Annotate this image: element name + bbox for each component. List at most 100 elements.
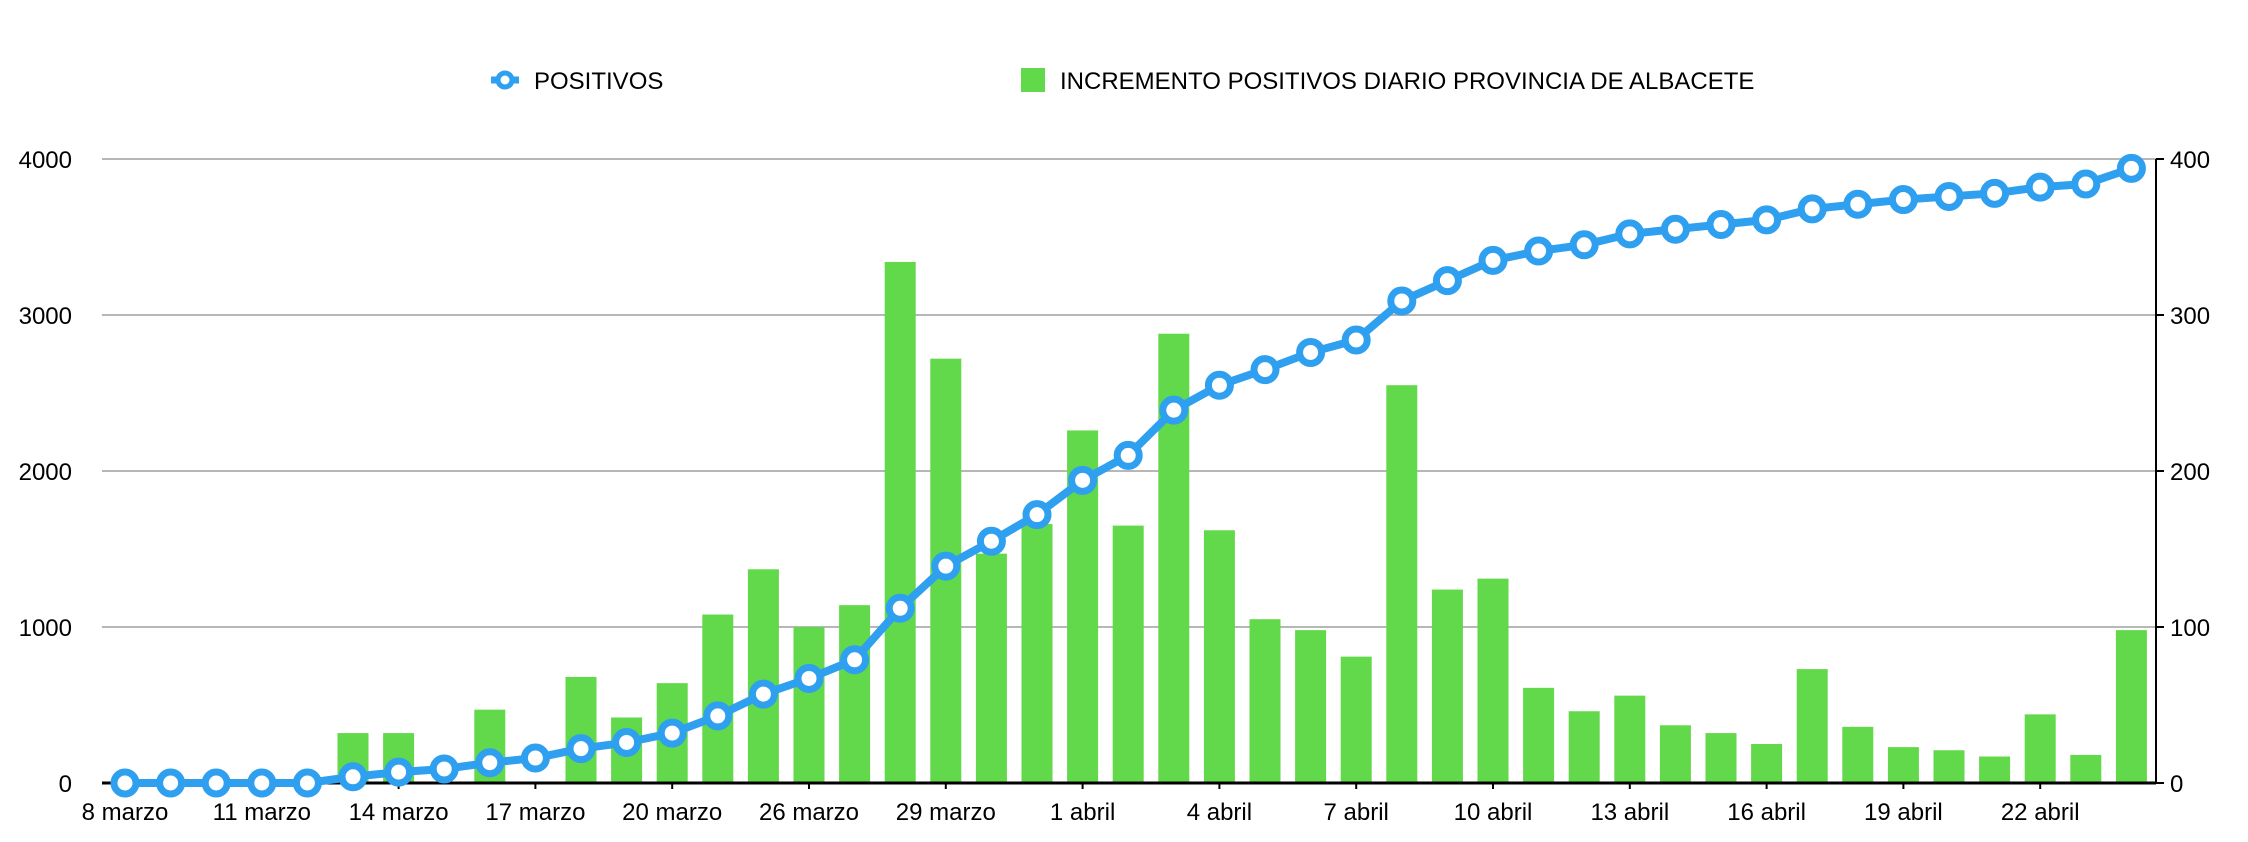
- line-point: [976, 526, 1006, 556]
- bar: [1842, 726, 1874, 783]
- bar: [1933, 750, 1965, 783]
- line-point: [384, 757, 414, 787]
- bar: [1431, 589, 1463, 783]
- bar: [1295, 630, 1327, 783]
- line-point: [657, 718, 687, 748]
- line-point: [840, 645, 870, 675]
- bar: [839, 605, 871, 783]
- y-right-tick-label: 200: [2170, 459, 2210, 486]
- line-point: [1204, 370, 1234, 400]
- bar: [565, 676, 597, 783]
- line-point: [1250, 355, 1280, 385]
- line-point: [1341, 325, 1371, 355]
- tick-labels: 0 0 1000 100 2000 200 3000 300 4000 400 8 marzo 11 …: [19, 147, 2210, 826]
- line-point: [1113, 440, 1143, 470]
- line-point: [1478, 245, 1508, 275]
- line-point: [110, 768, 140, 798]
- line-point: [1706, 210, 1736, 240]
- bar: [1568, 711, 1600, 783]
- line-point: [1387, 286, 1417, 316]
- line-point: [1752, 205, 1782, 235]
- x-tick-label: 10 abril: [1454, 799, 1533, 826]
- legend-item-incremento: INCREMENTO POSITIVOS DIARIO PROVINCIA DE…: [1021, 68, 1754, 95]
- line-point: [1569, 230, 1599, 260]
- line-point: [1660, 214, 1690, 244]
- legend-label-incremento: INCREMENTO POSITIVOS DIARIO PROVINCIA DE…: [1060, 68, 1754, 95]
- x-tick-label: 29 marzo: [896, 799, 996, 826]
- line-point: [201, 768, 231, 798]
- line-point: [1159, 395, 1189, 425]
- line-point: [292, 768, 322, 798]
- y-right-tick-label: 300: [2170, 303, 2210, 330]
- bar: [1021, 524, 1053, 783]
- x-tick-label: 17 marzo: [485, 799, 585, 826]
- line-point: [2071, 169, 2101, 199]
- y-right-tick-label: 400: [2170, 147, 2210, 174]
- line-point: [1843, 189, 1873, 219]
- line-point: [1022, 500, 1052, 530]
- x-tick-label: 19 abril: [1864, 799, 1943, 826]
- legend-square-marker: [1021, 68, 1045, 92]
- bar: [1112, 525, 1144, 783]
- line-point: [1934, 181, 1964, 211]
- y-right-tick-label: 100: [2170, 615, 2210, 642]
- y-left-tick-label: 1000: [19, 615, 72, 642]
- line-point: [1432, 266, 1462, 296]
- bar: [2115, 630, 2147, 783]
- bar: [1979, 756, 2011, 783]
- bar: [1614, 695, 1646, 783]
- bar: [1705, 733, 1737, 783]
- x-tick-label: 16 abril: [1727, 799, 1806, 826]
- line-point: [1524, 236, 1554, 266]
- x-tick-label: 1 abril: [1050, 799, 1115, 826]
- bar: [1523, 687, 1555, 783]
- line-point: [475, 748, 505, 778]
- bar: [2024, 714, 2056, 783]
- line-point: [156, 768, 186, 798]
- gridlines: [102, 158, 2156, 628]
- legend-circle-marker: [495, 70, 515, 90]
- bar-series: [337, 261, 2147, 784]
- y-left-tick-label: 0: [59, 771, 72, 798]
- bar: [702, 614, 734, 783]
- bar: [747, 569, 779, 783]
- bar: [1386, 385, 1418, 783]
- bar: [1751, 744, 1783, 783]
- y-right-tick-label: 0: [2170, 771, 2183, 798]
- line-point: [931, 551, 961, 581]
- line-point: [1888, 185, 1918, 215]
- line-point: [1296, 337, 1326, 367]
- bar: [2070, 754, 2102, 783]
- x-tick-label: 8 marzo: [82, 799, 169, 826]
- x-tick-label: 26 marzo: [759, 799, 859, 826]
- bar: [884, 261, 916, 784]
- bar: [1659, 725, 1691, 783]
- bar: [1340, 656, 1372, 783]
- bar: [793, 627, 825, 783]
- bar: [1203, 530, 1235, 783]
- line-point: [794, 663, 824, 693]
- legend: POSITIVOS INCREMENTO POSITIVOS DIARIO PR…: [491, 68, 1754, 95]
- x-tick-label: 4 abril: [1187, 799, 1252, 826]
- y-left-tick-label: 2000: [19, 459, 72, 486]
- line-point: [1797, 194, 1827, 224]
- line-point: [520, 743, 550, 773]
- line-point: [1068, 465, 1098, 495]
- legend-item-positivos: POSITIVOS: [491, 68, 663, 95]
- x-tick-label: 14 marzo: [349, 799, 449, 826]
- legend-label-positivos: POSITIVOS: [534, 68, 663, 95]
- x-tick-label: 13 abril: [1590, 799, 1669, 826]
- y-left-tick-label: 4000: [19, 147, 72, 174]
- bar: [1477, 578, 1509, 783]
- x-tick-label: 11 marzo: [213, 799, 311, 826]
- bar: [1796, 669, 1828, 783]
- line-series: [110, 153, 2146, 798]
- line-point: [1615, 219, 1645, 249]
- line-point: [2025, 172, 2055, 202]
- bar: [1249, 619, 1281, 783]
- x-tick-label: 7 abril: [1324, 799, 1389, 826]
- x-tick-label: 22 abril: [2001, 799, 2080, 826]
- line-point: [247, 768, 277, 798]
- line-point: [2116, 153, 2146, 183]
